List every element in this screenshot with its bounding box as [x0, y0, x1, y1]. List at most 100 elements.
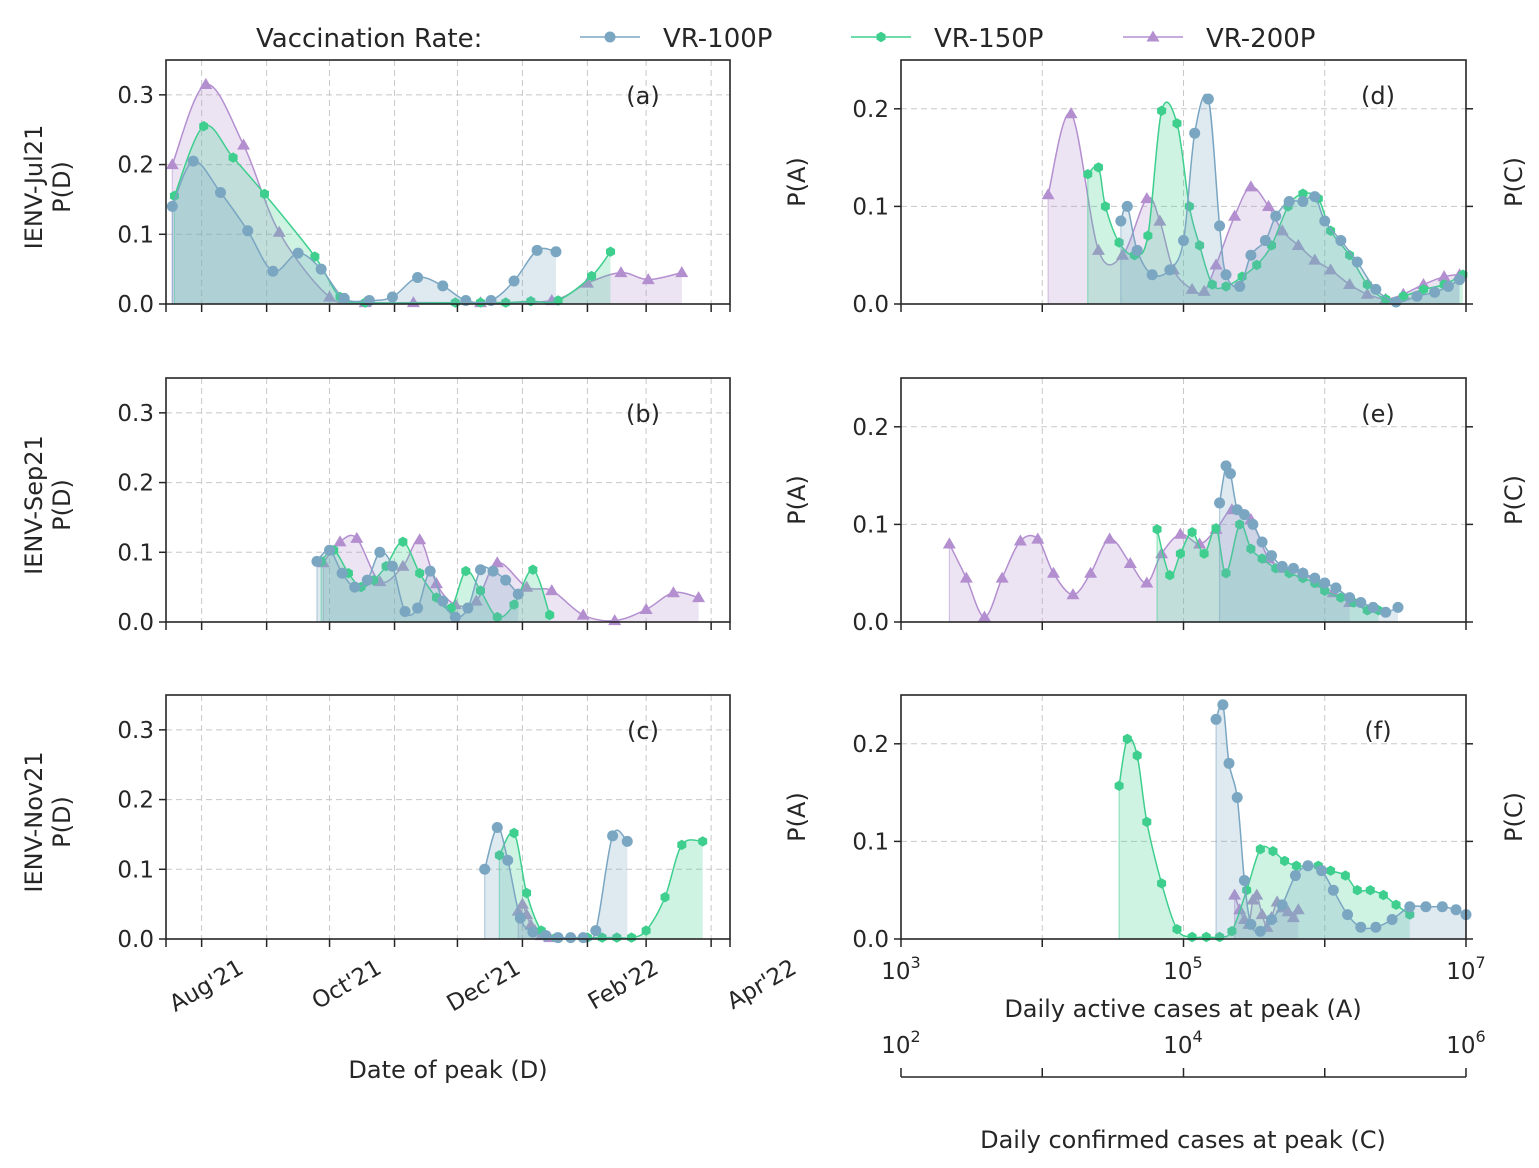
data-point: [1326, 865, 1336, 876]
data-point: [1064, 107, 1078, 119]
legend-entry-vr-200p: VR-200P: [1123, 24, 1315, 54]
data-point: [597, 932, 607, 943]
data-point: [587, 270, 597, 282]
tick-base: 10: [1446, 1033, 1475, 1059]
data-point: [272, 225, 286, 237]
data-point: [1291, 860, 1301, 871]
y-tick-label: 0.2: [852, 732, 889, 758]
data-point: [1259, 235, 1271, 247]
y-tick-label: 0.0: [117, 927, 154, 953]
axes-frame: [165, 694, 731, 940]
data-point: [1220, 269, 1232, 281]
data-point: [1283, 196, 1295, 208]
panel-d: 0.0 0.1 0.2 (d) P(A) P(C): [783, 59, 1528, 318]
data-point: [1309, 191, 1321, 203]
data-point: [1187, 527, 1197, 538]
data-point: [399, 606, 411, 618]
data-point: [942, 537, 956, 549]
left-xlabel: Date of peak (D): [348, 1056, 547, 1084]
right-xlabel-secondary: Daily confirmed cases at peak (C): [980, 1126, 1386, 1154]
data-point: [166, 200, 178, 212]
data-point: [1344, 592, 1356, 604]
data-point: [1189, 127, 1201, 139]
y-axis-label-right: P(C): [1500, 475, 1528, 525]
data-point: [552, 932, 564, 944]
data-point: [515, 897, 529, 909]
data-point: [1308, 253, 1322, 265]
data-point: [1155, 547, 1169, 559]
data-point: [1454, 274, 1466, 286]
y-axis-label-right: P(C): [1500, 792, 1528, 842]
y-tick-label: 0.0: [117, 292, 154, 318]
data-point: [607, 830, 619, 842]
series-area: [1048, 112, 1460, 304]
panel-e: 0.0 0.1 0.2 (e) P(A) P(C): [783, 377, 1528, 636]
data-point: [1365, 885, 1375, 896]
data-point: [1084, 566, 1098, 578]
tick-exponent: 6: [1476, 1027, 1486, 1046]
data-point: [1289, 870, 1301, 882]
y-tick-label: 0.0: [852, 610, 889, 636]
data-point: [612, 932, 622, 943]
data-point: [614, 266, 628, 278]
data-point: [292, 247, 304, 259]
data-point: [1324, 263, 1338, 275]
data-point: [1122, 733, 1132, 745]
y-tick-label: 0.3: [117, 83, 154, 109]
legend-marker: [1146, 30, 1160, 42]
row-label: IENV-Jul21: [20, 125, 48, 250]
panel-a: 0.0 0.1 0.2 0.3 (a) IENV-Jul21 P(D): [20, 59, 731, 318]
data-point: [350, 531, 364, 543]
row-label: IENV-Sep21: [20, 435, 48, 575]
data-point: [1336, 592, 1346, 603]
data-point: [1351, 256, 1363, 268]
data-point: [1327, 884, 1339, 896]
series-area: [1216, 703, 1466, 939]
y-axis-label-left: P(A): [783, 475, 811, 525]
panel-label: (b): [626, 400, 660, 428]
data-point: [1287, 562, 1299, 574]
data-point: [509, 827, 519, 839]
data-point: [1140, 576, 1154, 588]
data-point: [500, 574, 512, 586]
data-point: [1143, 230, 1153, 241]
data-point: [501, 297, 511, 308]
data-point: [492, 611, 502, 623]
secondary-x-tick-label: 106: [1446, 1027, 1485, 1059]
data-point: [1123, 556, 1137, 568]
data-point: [509, 599, 519, 610]
data-point: [242, 225, 254, 237]
data-point: [545, 609, 555, 621]
panel-label: (d): [1361, 82, 1395, 110]
data-point: [1031, 532, 1045, 544]
series-vr-100p: [479, 821, 633, 944]
data-point: [621, 835, 633, 847]
data-point: [1187, 931, 1197, 943]
data-point: [1326, 225, 1336, 236]
y-tick-label: 0.0: [852, 292, 889, 318]
x-tick-label: Feb'22: [584, 955, 663, 1016]
data-point: [1221, 568, 1231, 579]
data-point: [1302, 860, 1314, 872]
data-point: [1442, 280, 1454, 292]
data-point: [1319, 215, 1331, 227]
data-point: [1450, 904, 1462, 916]
data-point: [415, 568, 425, 579]
data-point: [1165, 570, 1175, 581]
data-point: [565, 932, 577, 944]
data-point: [1392, 601, 1404, 613]
row-label: IENV-Nov21: [20, 751, 48, 892]
data-point: [311, 555, 323, 567]
data-point: [1115, 215, 1127, 227]
data-point: [412, 272, 424, 284]
data-point: [1370, 921, 1382, 933]
data-point: [1380, 606, 1392, 618]
data-point: [336, 567, 348, 579]
data-point: [1297, 196, 1309, 208]
series-area: [1119, 737, 1410, 939]
data-point: [1245, 918, 1257, 930]
tick-exponent: 5: [1193, 953, 1203, 972]
data-point: [413, 533, 427, 545]
y-tick-label: 0.1: [117, 222, 154, 248]
x-tick-label: 107: [1446, 953, 1485, 985]
